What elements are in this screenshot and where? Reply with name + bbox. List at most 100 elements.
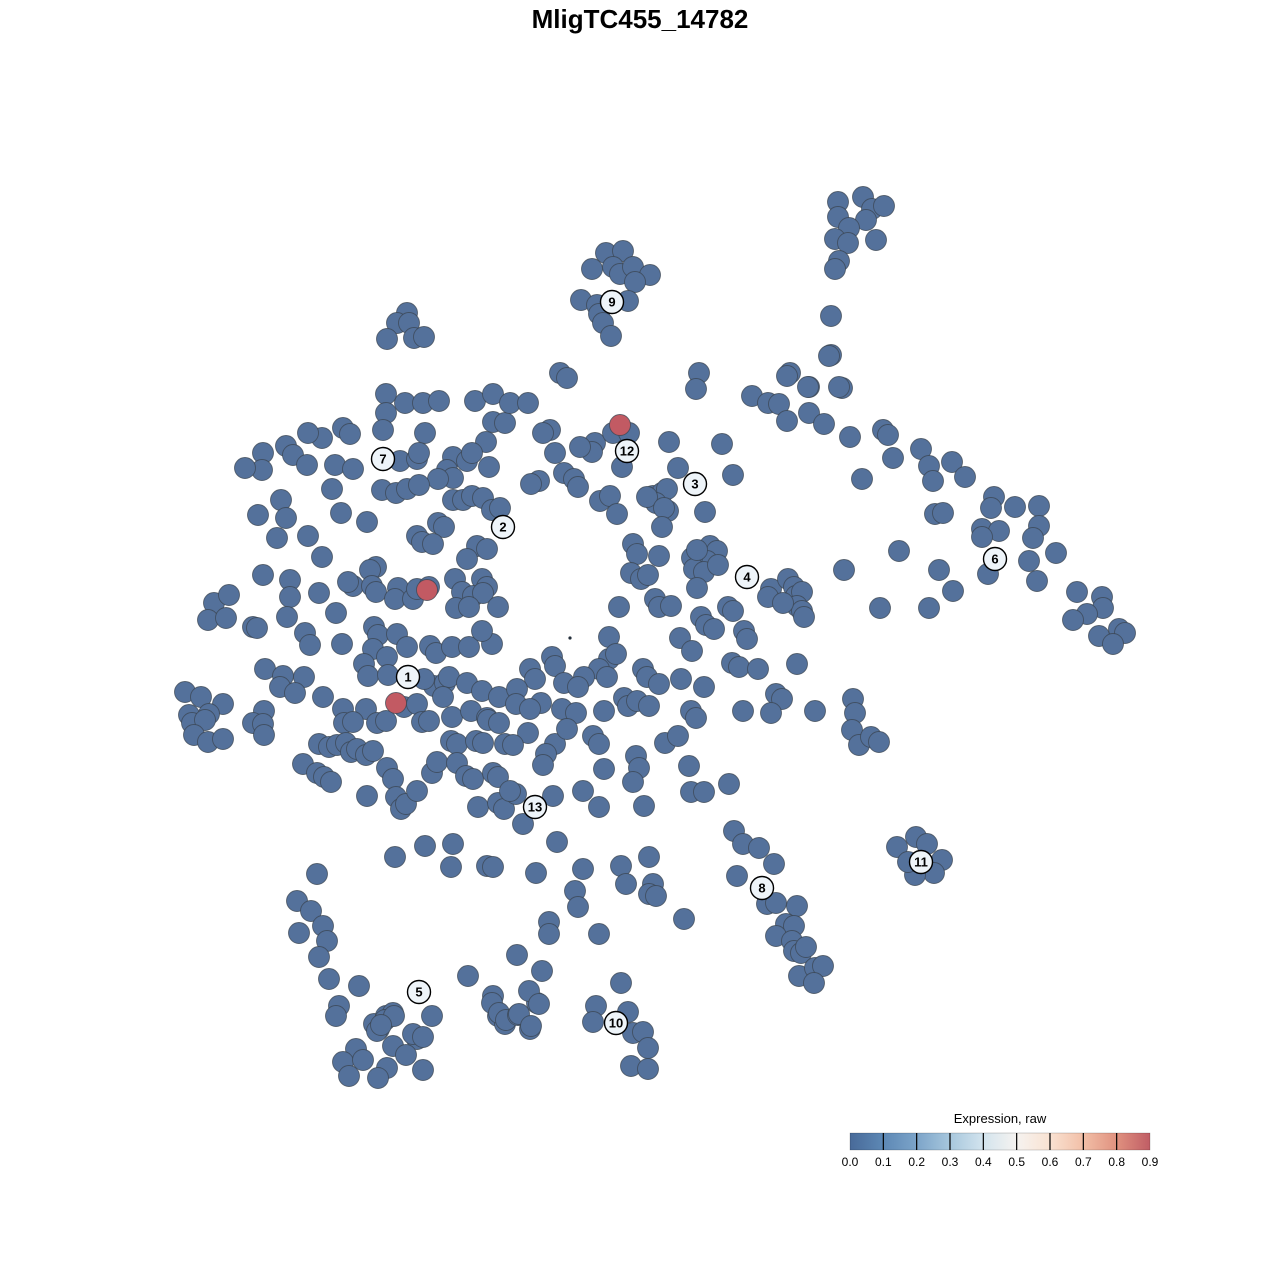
- cell-point: [673, 908, 695, 930]
- cell-point: [462, 768, 484, 790]
- cluster-label-text: 5: [415, 985, 422, 1000]
- cell-point: [321, 478, 343, 500]
- cell-point: [427, 468, 449, 490]
- cluster-label-circle: [908, 849, 934, 875]
- cell-point: [685, 707, 707, 729]
- cell-point: [433, 516, 455, 538]
- cell-point: [772, 592, 794, 614]
- cell-point: [812, 955, 834, 977]
- cell-point: [418, 710, 440, 732]
- cell-point: [413, 326, 435, 348]
- cell-point: [524, 668, 546, 690]
- cell-point: [247, 504, 269, 526]
- cell-point: [869, 597, 891, 619]
- cell-point: [711, 433, 733, 455]
- cell-point: [252, 564, 274, 586]
- cell-point: [446, 733, 468, 755]
- cell-point: [882, 447, 904, 469]
- cell-point: [532, 422, 554, 444]
- cell-point: [833, 559, 855, 581]
- cluster-label-9: 9: [599, 289, 625, 315]
- cell-point: [367, 1067, 389, 1089]
- cell-point: [1028, 495, 1050, 517]
- cell-point: [506, 944, 528, 966]
- cell-point: [1102, 633, 1124, 655]
- cell-point: [472, 732, 494, 754]
- cell-point: [685, 378, 707, 400]
- cell-point: [476, 538, 498, 560]
- cell-point: [412, 1059, 434, 1081]
- cell-point: [747, 658, 769, 680]
- cell-point: [441, 706, 463, 728]
- cell-point: [370, 1014, 392, 1036]
- cell-point: [851, 468, 873, 490]
- cell-point: [324, 454, 346, 476]
- cell-point: [528, 993, 550, 1015]
- high-expression-point: [609, 414, 631, 436]
- high-expression-point: [416, 579, 438, 601]
- cluster-label-13: 13: [522, 794, 548, 820]
- cell-point: [494, 412, 516, 434]
- cell-point: [1026, 570, 1048, 592]
- cell-point: [299, 634, 321, 656]
- cell-point: [693, 676, 715, 698]
- cell-point: [377, 664, 399, 686]
- cell-point: [651, 516, 673, 538]
- cell-point: [636, 486, 658, 508]
- cell-point: [348, 975, 370, 997]
- cell-point: [276, 606, 298, 628]
- cell-point: [365, 581, 387, 603]
- cell-point: [610, 972, 632, 994]
- cell-point: [971, 526, 993, 548]
- cell-point: [372, 419, 394, 441]
- cell-point: [941, 451, 963, 473]
- cell-point: [288, 922, 310, 944]
- cell-point: [820, 305, 842, 327]
- cell-point: [686, 577, 708, 599]
- cluster-label-text: 7: [379, 452, 386, 467]
- cell-point: [638, 846, 660, 868]
- cell-point: [556, 367, 578, 389]
- cell-point: [918, 597, 940, 619]
- cell-point: [414, 422, 436, 444]
- legend-tick-label: 0.2: [908, 1155, 925, 1169]
- cell-point: [428, 390, 450, 412]
- cell-point: [520, 473, 542, 495]
- cluster-label-text: 1: [404, 670, 411, 685]
- cell-point: [556, 718, 578, 740]
- cell-point: [266, 527, 288, 549]
- cell-point: [600, 325, 622, 347]
- cell-point: [520, 1015, 542, 1037]
- cell-point: [1066, 581, 1088, 603]
- cell-point: [786, 895, 808, 917]
- cell-point: [932, 502, 954, 524]
- cell-point: [461, 442, 483, 464]
- cell-point: [538, 923, 560, 945]
- cell-point: [722, 464, 744, 486]
- cluster-label-text: 6: [991, 552, 998, 567]
- cell-point: [873, 195, 895, 217]
- cell-point: [467, 796, 489, 818]
- cell-point: [726, 865, 748, 887]
- cell-point: [637, 1058, 659, 1080]
- cell-point: [686, 539, 708, 561]
- cluster-label-circle: [682, 471, 708, 497]
- cell-point: [567, 676, 589, 698]
- cell-point: [471, 620, 493, 642]
- cell-point: [865, 229, 887, 251]
- cell-point: [457, 965, 479, 987]
- cell-point: [546, 831, 568, 853]
- cell-point: [797, 376, 819, 398]
- cell-point: [296, 454, 318, 476]
- cell-point: [482, 383, 504, 405]
- cell-point: [325, 602, 347, 624]
- cell-point: [375, 710, 397, 732]
- cluster-label-text: 12: [620, 444, 634, 459]
- cell-point: [942, 580, 964, 602]
- cell-point: [824, 258, 846, 280]
- cell-point: [478, 456, 500, 478]
- legend-tick-label: 0.3: [942, 1155, 959, 1169]
- cell-point: [748, 837, 770, 859]
- cell-point: [331, 633, 353, 655]
